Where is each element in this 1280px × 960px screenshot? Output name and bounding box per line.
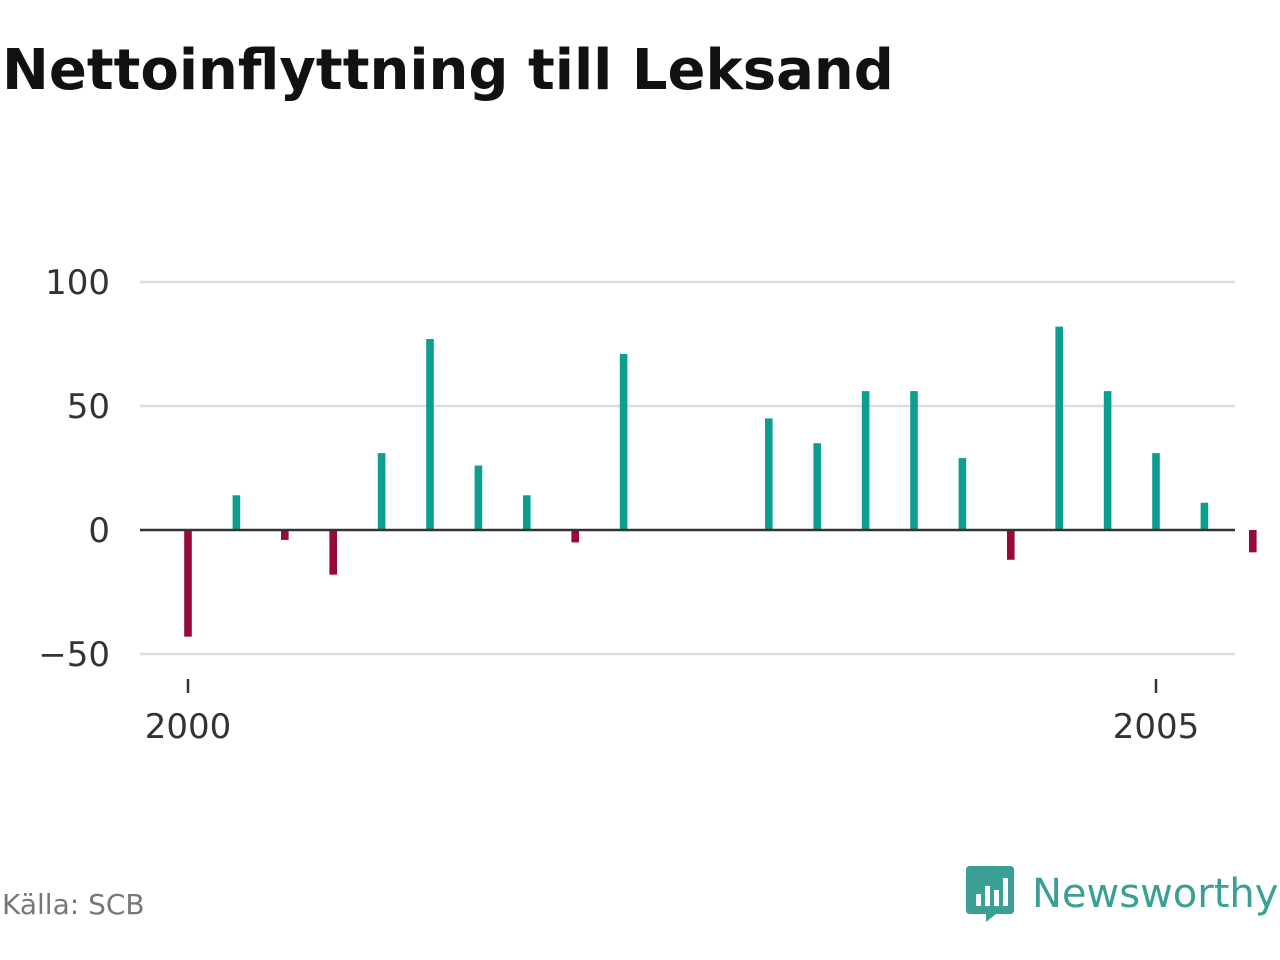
gridlines: [140, 280, 1235, 656]
bar: [861, 391, 870, 530]
bar: [813, 443, 821, 530]
bar: [1007, 530, 1015, 560]
bar: [523, 495, 531, 530]
y-tick-label: 100: [45, 263, 110, 303]
bar: [765, 418, 773, 530]
y-tick-label: −50: [38, 635, 110, 675]
bar: [910, 391, 918, 530]
source-credit: Källa: SCB: [2, 888, 145, 921]
bar: [1200, 502, 1209, 530]
bar: [232, 495, 241, 530]
x-axis-ticks: 200020052010201520202025: [145, 679, 1200, 747]
bars: [184, 326, 1257, 637]
bar: [184, 530, 192, 637]
bar: [474, 465, 483, 530]
bar: [281, 530, 289, 540]
bar: [619, 353, 628, 530]
y-tick-label: 0: [88, 511, 110, 551]
y-axis-ticks: −50 0 50 100: [38, 263, 110, 675]
bar: [571, 530, 579, 543]
brand: Newsworthy: [964, 864, 1278, 924]
x-tick-label: 2000: [145, 707, 232, 747]
newsworthy-logo-icon: [966, 866, 1014, 922]
bar: [426, 339, 434, 530]
bar: [1055, 326, 1063, 530]
chart-title: Nettoinflyttning till Leksand: [2, 38, 894, 103]
bar: [958, 458, 967, 530]
bar: [1103, 391, 1112, 530]
y-tick-label: 50: [67, 387, 110, 427]
bar: [377, 453, 386, 530]
brand-name: Newsworthy: [1032, 871, 1279, 917]
bar: [1249, 530, 1257, 553]
x-tick-label: 2005: [1113, 707, 1200, 747]
bar: [1152, 453, 1160, 530]
bar: [329, 530, 337, 575]
